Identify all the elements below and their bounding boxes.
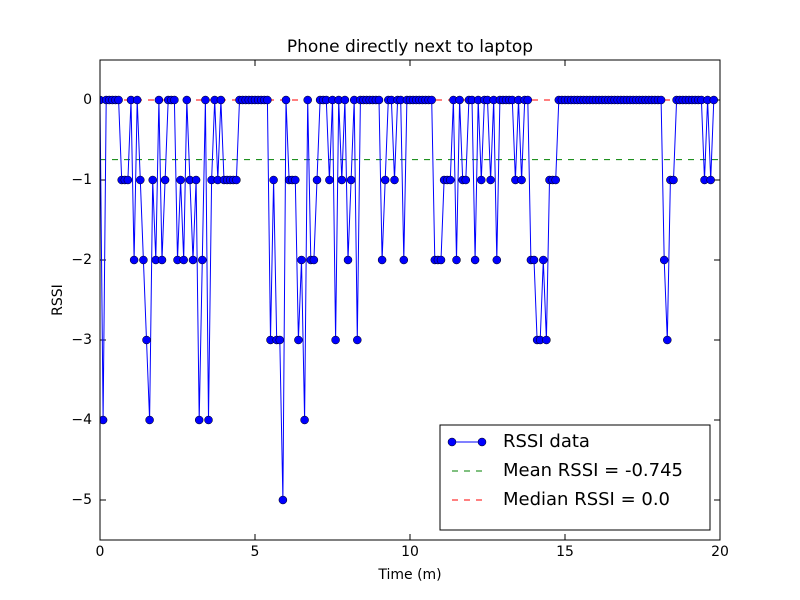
data-point xyxy=(353,335,362,345)
data-point xyxy=(669,175,678,185)
legend-marker xyxy=(477,437,487,447)
chart-title: Phone directly next to laptop xyxy=(287,37,533,57)
legend-label: Mean RSSI = -0.745 xyxy=(503,460,683,481)
data-point xyxy=(294,335,303,345)
data-point xyxy=(275,335,285,345)
data-point xyxy=(188,255,198,265)
data-point xyxy=(309,255,319,265)
data-point xyxy=(232,175,241,185)
data-point xyxy=(374,95,384,105)
data-point xyxy=(160,175,170,185)
data-point xyxy=(492,255,502,265)
data-point xyxy=(461,175,471,185)
data-point xyxy=(182,95,192,105)
data-point xyxy=(263,95,272,105)
data-point xyxy=(709,95,719,105)
data-point xyxy=(176,175,185,185)
y-axis-label: RSSI xyxy=(50,284,66,316)
data-point xyxy=(380,175,390,185)
data-point xyxy=(123,175,133,185)
data-point xyxy=(656,95,666,105)
data-point xyxy=(132,95,142,105)
data-point xyxy=(114,95,123,105)
data-point xyxy=(523,95,533,105)
data-point xyxy=(303,95,312,105)
data-point xyxy=(486,175,495,185)
data-point xyxy=(201,95,210,105)
legend-label: Median RSSI = 0.0 xyxy=(503,489,670,510)
data-point xyxy=(216,95,226,105)
data-point xyxy=(377,255,387,265)
data-point xyxy=(343,255,353,265)
data-point xyxy=(148,175,157,185)
data-point xyxy=(136,175,145,185)
data-point xyxy=(191,175,201,185)
data-point xyxy=(477,175,486,185)
data-point xyxy=(337,175,347,185)
legend-label: RSSI data xyxy=(503,431,590,452)
data-point xyxy=(470,255,480,265)
data-point xyxy=(170,95,179,105)
data-point xyxy=(139,255,148,265)
data-point xyxy=(399,255,409,265)
data-point xyxy=(198,255,207,265)
x-tick-label: 5 xyxy=(251,544,260,560)
data-point xyxy=(452,255,461,265)
plot-area xyxy=(100,95,720,505)
data-point xyxy=(157,255,167,265)
data-point xyxy=(142,335,151,345)
data-point xyxy=(300,415,309,425)
data-point xyxy=(436,255,446,265)
data-point xyxy=(145,415,154,425)
y-tick-label: 0 xyxy=(83,92,92,108)
data-point xyxy=(446,175,455,185)
data-point xyxy=(269,175,278,185)
data-point xyxy=(551,175,560,185)
data-point xyxy=(455,95,464,105)
data-point xyxy=(281,95,291,105)
data-point xyxy=(312,175,322,185)
y-tick-label: −4 xyxy=(71,412,92,428)
y-tick-label: −3 xyxy=(71,332,92,348)
data-point xyxy=(331,335,340,345)
x-tick-label: 15 xyxy=(556,544,574,560)
data-point xyxy=(340,95,350,105)
data-point xyxy=(179,255,188,265)
data-point xyxy=(100,415,108,425)
data-point xyxy=(539,255,548,265)
axes-frame xyxy=(99,59,721,541)
x-tick-label: 20 xyxy=(711,544,729,560)
data-point xyxy=(278,495,288,505)
x-tick-label: 0 xyxy=(96,544,105,560)
data-point xyxy=(297,255,306,265)
data-point xyxy=(204,415,213,425)
data-point xyxy=(154,95,164,105)
x-tick-label: 10 xyxy=(401,544,419,560)
data-point xyxy=(194,415,204,425)
y-tick-label: −5 xyxy=(71,492,92,508)
data-point xyxy=(427,95,436,105)
data-point xyxy=(663,335,672,345)
y-tick-label: −2 xyxy=(71,252,92,268)
data-point xyxy=(542,335,551,345)
data-point xyxy=(706,175,715,185)
data-point xyxy=(291,175,300,185)
y-tick-label: −1 xyxy=(71,172,92,188)
data-point xyxy=(529,255,539,265)
data-point xyxy=(346,175,356,185)
data-point xyxy=(129,255,139,265)
data-point xyxy=(390,175,399,185)
x-axis-label: Time (m) xyxy=(377,567,441,583)
data-point xyxy=(325,175,334,185)
legend-marker xyxy=(447,437,457,447)
data-point xyxy=(517,175,526,185)
data-point xyxy=(659,255,669,265)
